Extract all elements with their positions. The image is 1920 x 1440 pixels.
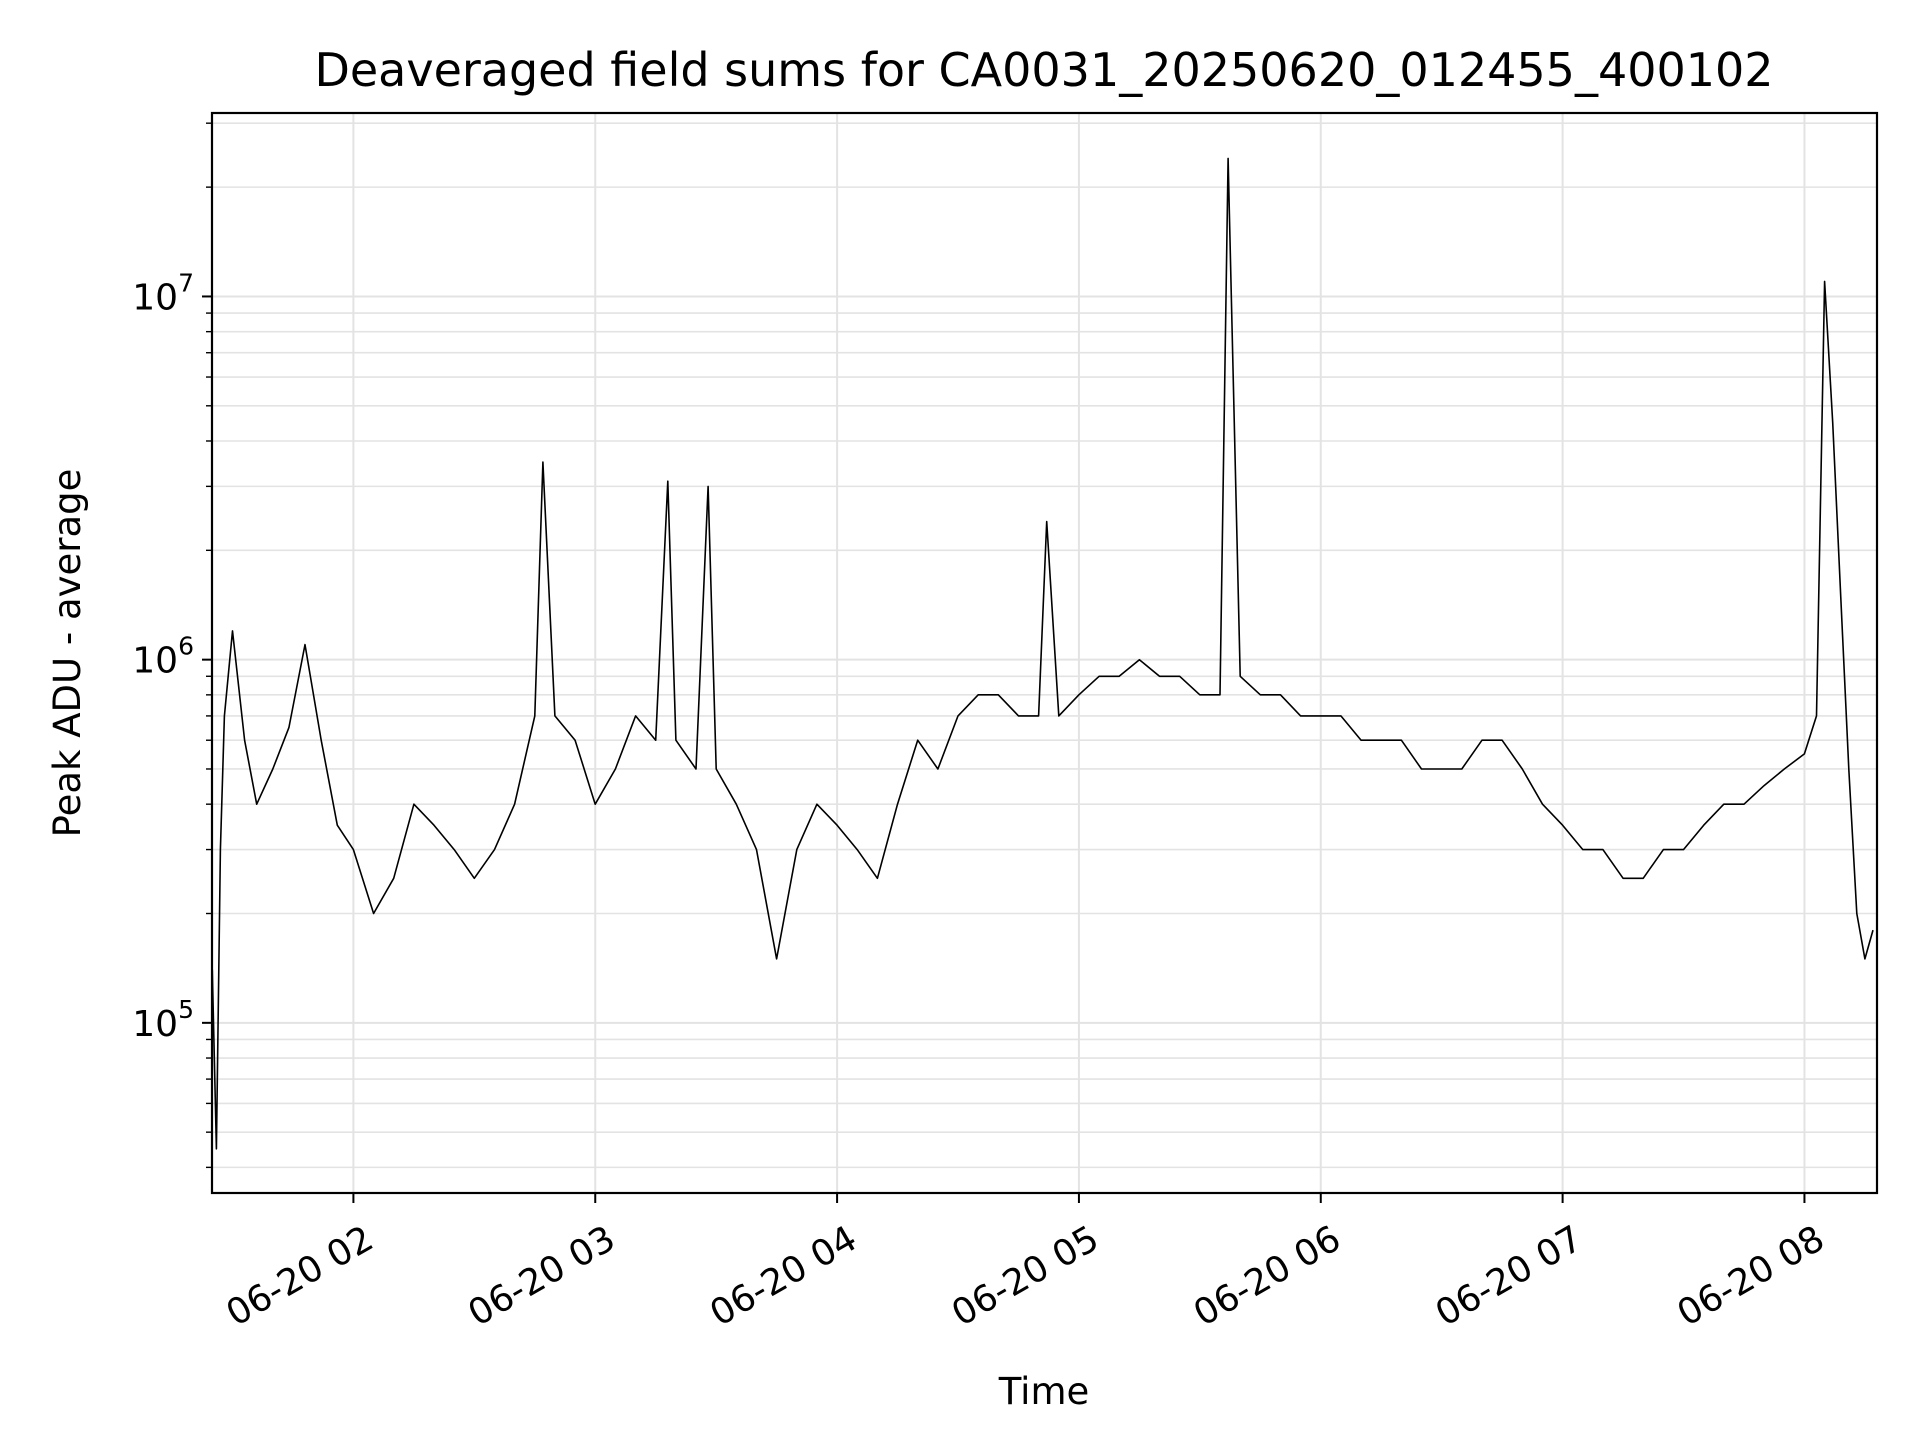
grid-lines [212, 113, 1877, 1193]
y-axis-label: Peak ADU - average [46, 469, 89, 838]
y-tick-label: 105 [132, 995, 194, 1045]
y-tick-label: 107 [132, 268, 194, 318]
data-series [211, 157, 1874, 1150]
y-tick-base: 10 [132, 641, 178, 682]
chart-title: Deaveraged field sums for CA0031_2025062… [314, 43, 1773, 97]
y-tick-base: 10 [132, 1004, 178, 1045]
x-axis-label: Time [998, 1370, 1090, 1413]
y-tick-exponent: 6 [178, 632, 194, 661]
plot-area-frame [210, 111, 1879, 1195]
series-line [211, 157, 1874, 1150]
y-tick-exponent: 5 [178, 995, 194, 1024]
y-tick-base: 10 [132, 277, 178, 318]
y-tick-exponent: 7 [178, 268, 194, 297]
y-tick-label: 106 [132, 632, 194, 682]
